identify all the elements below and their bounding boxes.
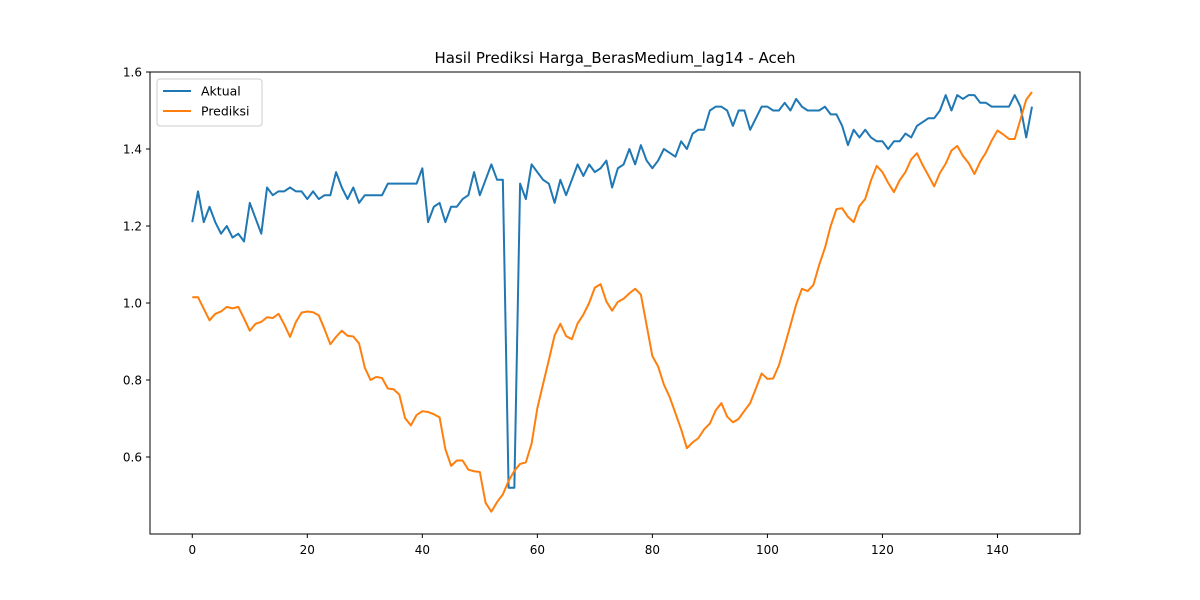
chart-title: Hasil Prediksi Harga_BerasMedium_lag14 -… xyxy=(434,49,795,68)
y-tick-label: 1.2 xyxy=(123,220,142,234)
x-tick-label: 20 xyxy=(300,543,315,557)
x-tick-label: 0 xyxy=(188,543,196,557)
x-tick-label: 80 xyxy=(645,543,660,557)
y-tick-label: 0.8 xyxy=(123,374,142,388)
legend-label-prediksi: Prediksi xyxy=(201,104,250,119)
x-tick-label: 40 xyxy=(415,543,430,557)
series-layer xyxy=(191,91,1033,513)
y-axis: 0.6 0.8 1.0 1.2 1.4 1.6 xyxy=(123,66,150,465)
y-tick-label: 1.4 xyxy=(123,143,142,157)
x-tick-label: 100 xyxy=(756,543,779,557)
legend-label-aktual: Aktual xyxy=(201,84,241,99)
series-line-prediksi xyxy=(192,91,1033,513)
series-line-aktual xyxy=(191,94,1033,489)
x-tick-label: 60 xyxy=(530,543,545,557)
y-tick-label: 0.6 xyxy=(123,451,142,465)
y-tick-label: 1.0 xyxy=(123,297,142,311)
y-tick-label: 1.6 xyxy=(123,66,142,80)
x-tick-label: 120 xyxy=(871,543,894,557)
legend: Aktual Prediksi xyxy=(156,78,263,127)
x-axis: 0 20 40 60 80 100 120 140 xyxy=(188,534,1009,557)
x-tick-label: 140 xyxy=(986,543,1009,557)
